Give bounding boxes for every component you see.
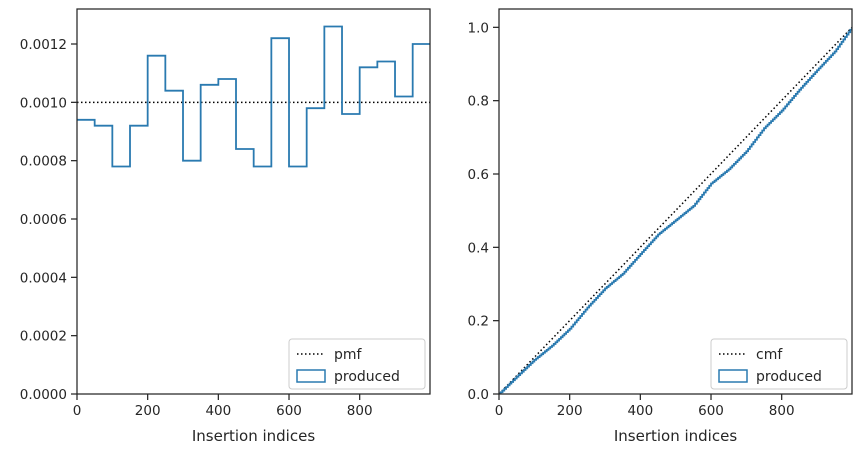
legend-label-pmf: pmf	[334, 347, 363, 363]
x-tick-label: 0	[495, 403, 504, 419]
x-tick-label: 600	[698, 403, 724, 419]
right-cmf-plot: 0 200 400 600 800 0.0 0.2 0.4 0.6 0.8 1.0 Insertion…	[468, 8, 853, 445]
y-tick-label: 0.0	[468, 387, 489, 403]
axes-frame	[76, 8, 431, 395]
axes-frame	[498, 8, 853, 395]
legend-label-produced: produced	[334, 369, 400, 385]
y-tick-label: 0.0002	[20, 329, 67, 345]
legend-label-produced: produced	[756, 369, 822, 385]
y-tick-label: 0.0000	[20, 387, 67, 403]
produced-series-line	[77, 25, 430, 168]
produced-series-line	[499, 27, 852, 394]
plot-area	[499, 26, 852, 394]
y-tick-label: 0.0010	[20, 95, 67, 111]
y-tick-label: 0.4	[468, 240, 489, 256]
x-tick-label: 800	[347, 403, 373, 419]
y-tick-label: 0.8	[468, 94, 489, 110]
x-axis-label: Insertion indices	[614, 427, 737, 445]
legend-box	[288, 338, 426, 390]
x-tick-label: 200	[135, 403, 161, 419]
left-pmf-plot: 0 200 400 600 800 0.0000 0.0002 0.0004 0.0006 0.0…	[20, 8, 431, 445]
y-tick-label: 0.0004	[20, 270, 67, 286]
x-axis-label: Insertion indices	[192, 427, 315, 445]
legend-label-cmf: cmf	[756, 347, 783, 363]
y-tick-label: 0.0006	[20, 212, 67, 228]
y-tick-label: 0.0008	[20, 154, 67, 170]
legend-box	[710, 338, 848, 390]
y-tick-label: 0.2	[468, 314, 489, 330]
legend-swatch-produced	[296, 369, 326, 383]
x-tick-label: 400	[205, 403, 231, 419]
x-tick-label: 400	[627, 403, 653, 419]
plot-area	[77, 25, 430, 168]
y-tick-label: 0.6	[468, 167, 489, 183]
x-tick-label: 0	[73, 403, 82, 419]
y-tick-label: 0.0012	[20, 37, 67, 53]
legend: cmf produced	[710, 338, 848, 390]
cmf-series-line	[499, 26, 852, 394]
y-tick-label: 1.0	[468, 20, 489, 36]
legend: pmf produced	[288, 338, 426, 390]
x-tick-label: 800	[769, 403, 795, 419]
x-tick-label: 200	[557, 403, 583, 419]
legend-swatch-produced	[718, 369, 748, 383]
x-tick-label: 600	[276, 403, 302, 419]
